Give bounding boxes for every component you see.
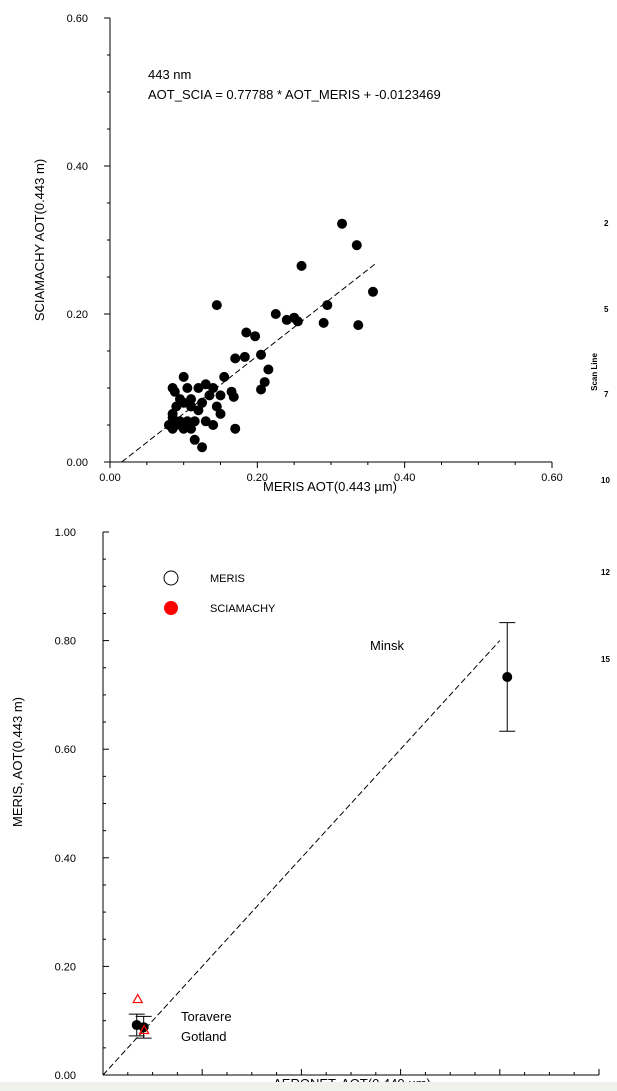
chart-top-point — [178, 423, 189, 434]
chart-top-x-tick-label: 0.00 — [99, 472, 120, 484]
chart-top-point — [186, 401, 197, 412]
chart-bottom-y-tick-label: 0.00 — [55, 1070, 76, 1082]
chart-top-point — [256, 349, 267, 360]
chart-bottom-error-bars — [128, 622, 516, 1039]
chart-top-point — [256, 384, 267, 395]
station-label-toravere: Toravere — [181, 1009, 232, 1024]
side-scan-line-fragment: Scan Line 2 5 7 10 12 15 — [590, 219, 610, 664]
chart-bottom: 0.00 0.20 0.40 0.60 0.80 1.00 0.00 0.20 0.40 0.6… — [10, 527, 610, 1091]
chart-top-point — [296, 260, 307, 271]
chart-top-point — [270, 309, 281, 319]
chart-bottom-sciamachy-point — [132, 993, 144, 1004]
station-label-minsk: Minsk — [370, 638, 404, 653]
chart-top-point — [228, 391, 239, 402]
chart-top-point — [200, 416, 211, 427]
chart-top-x-tick-label: 0.40 — [394, 472, 415, 484]
chart-top-point — [367, 286, 378, 297]
chart-top-point — [193, 383, 204, 393]
chart-top-point — [215, 390, 226, 401]
chart-bottom-y-tick-label: 0.20 — [55, 961, 76, 973]
chart-top-point — [239, 351, 250, 362]
chart-top-point — [193, 405, 204, 416]
chart-top-annotation-equation: AOT_SCIA = 0.77788 * AOT_MERIS + -0.0123… — [148, 87, 441, 102]
chart-top-y-tick-label: 0.00 — [67, 457, 88, 469]
chart-top-y-axis-title: SCIAMACHY AOT(0.443 m) — [32, 159, 47, 321]
side-tick-label: 15 — [601, 655, 610, 664]
chart-top-point — [200, 379, 211, 390]
station-label-gotland: Gotland — [181, 1029, 227, 1044]
chart-bottom-y-ticks: 0.00 0.20 0.40 0.60 0.80 1.00 — [55, 527, 109, 1082]
chart-top-point — [292, 316, 303, 327]
chart-top-point — [322, 300, 333, 311]
chart-bottom-y-tick-label: 1.00 — [55, 527, 76, 539]
chart-top-point — [208, 383, 219, 393]
chart-top-y-tick-label: 0.60 — [67, 13, 88, 25]
side-tick-label: 2 — [604, 219, 609, 228]
chart-top-point — [337, 218, 348, 229]
chart-bottom-y-tick-label: 0.60 — [55, 744, 76, 756]
chart-top-point — [241, 327, 252, 338]
chart-top-point — [174, 416, 185, 427]
chart-top-point — [171, 401, 182, 412]
chart-top-point — [182, 383, 193, 393]
legend-meris-marker — [163, 570, 179, 586]
chart-top: 0.00 0.20 0.40 0.60 0.00 0.20 0.40 0.60 443 nm… — [32, 13, 563, 494]
chart-bottom-meris-point — [502, 671, 513, 682]
chart-top-point — [211, 401, 222, 412]
chart-top-point — [208, 420, 219, 430]
chart-top-point — [197, 397, 208, 408]
chart-top-y-tick-label: 0.20 — [67, 309, 88, 321]
chart-top-y-tick-label: 0.40 — [67, 161, 88, 173]
chart-top-x-tick-label: 0.60 — [541, 472, 562, 484]
legend-meris-label: MERIS — [210, 573, 245, 585]
side-tick-label: 10 — [601, 476, 610, 485]
chart-top-point — [219, 371, 230, 382]
legend-sciamachy-label: SCIAMACHY — [210, 603, 276, 615]
chart-top-point — [318, 317, 329, 328]
bottom-strip — [0, 1082, 617, 1091]
chart-top-point — [167, 408, 178, 419]
chart-top-point — [182, 416, 193, 427]
chart-bottom-y-tick-label: 0.40 — [55, 853, 76, 865]
chart-bottom-sciamachy-point — [138, 1024, 150, 1035]
chart-top-point — [163, 420, 174, 430]
chart-top-point — [230, 423, 241, 434]
chart-bottom-meris-points — [131, 671, 513, 1033]
chart-top-point — [189, 416, 200, 427]
chart-bottom-legend: MERIS SCIAMACHY — [163, 570, 276, 615]
chart-top-point — [353, 320, 364, 331]
chart-top-point — [250, 331, 261, 342]
chart-top-x-tick-label: 0.20 — [247, 472, 268, 484]
chart-top-point — [197, 442, 208, 453]
chart-top-point — [186, 423, 197, 434]
side-tick-label: 5 — [604, 305, 609, 314]
chart-top-point — [230, 353, 241, 364]
side-scan-line-title: Scan Line — [590, 353, 599, 391]
chart-top-x-axis-title: MERIS AOT(0.443 µm) — [263, 479, 397, 494]
chart-top-point — [263, 364, 274, 375]
chart-top-y-ticks: 0.00 0.20 0.40 0.60 — [67, 13, 110, 469]
chart-top-fit-line — [121, 263, 376, 463]
chart-top-points — [163, 218, 378, 453]
legend-sciamachy-marker — [164, 601, 178, 615]
chart-top-point — [215, 408, 226, 419]
chart-top-x-ticks: 0.00 0.20 0.40 0.60 — [99, 462, 563, 484]
side-tick-label: 7 — [604, 390, 609, 399]
chart-top-point — [174, 394, 185, 405]
chart-top-point — [186, 394, 197, 405]
chart-top-point — [204, 390, 215, 401]
side-tick-label: 12 — [601, 568, 610, 577]
chart-top-point — [189, 434, 200, 445]
chart-top-point — [178, 371, 189, 382]
chart-top-point — [167, 383, 178, 393]
chart-bottom-one-to-one-line — [102, 640, 501, 1076]
chart-top-point — [211, 300, 222, 311]
chart-bottom-y-axis-title: MERIS, AOT(0.443 m) — [10, 697, 25, 827]
chart-top-point — [259, 377, 270, 388]
chart-top-annotation-wavelength: 443 nm — [148, 67, 191, 82]
chart-bottom-sciamachy-points — [132, 993, 150, 1035]
chart-top-point — [351, 240, 362, 251]
chart-bottom-y-tick-label: 0.80 — [55, 636, 76, 648]
